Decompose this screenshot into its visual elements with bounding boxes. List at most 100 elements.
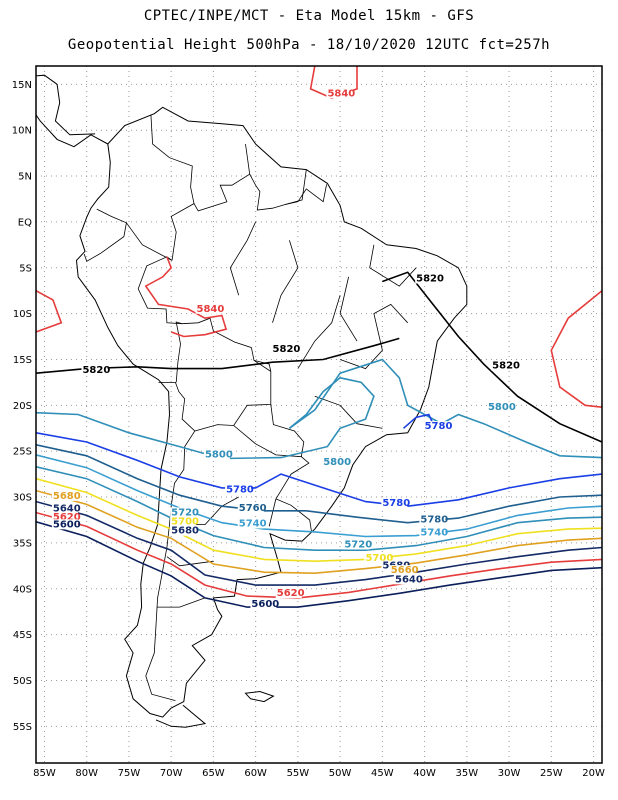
lon-tick-label: 60W [244,768,267,779]
chart-title-line-1: CPTEC/INPE/MCT - Eta Model 15km - GFS [143,8,475,24]
contour-label-bg [250,599,277,610]
lon-tick-label: 80W [75,768,98,779]
contour-label-bg [170,516,197,527]
political-border [268,498,277,527]
lat-tick-label: 50S [13,676,32,687]
contour-label-5780: 5780 [382,498,410,509]
contour-label-bg [381,498,408,509]
latitude-labels: 15N 10N 5N EQ 5S 10S 15S 20S 25S 30S 35S 40S 45S 50S 5… [12,80,32,733]
contour-label-bg [81,365,108,376]
lon-tick-label: 50W [329,768,352,779]
contour-5780 [36,432,602,508]
contour-label-bg [203,449,230,460]
contour-label-bg [419,527,446,538]
contour-label-bg [237,518,264,529]
contour-label-bg [237,502,264,513]
contour-5780 [402,413,434,429]
contour-label-5820: 5820 [273,344,301,355]
lon-tick-label: 35W [456,768,479,779]
central-america-coastline [36,114,109,148]
contour-5760 [36,444,602,524]
lat-tick-label: 35S [13,538,32,549]
contour-label-bg [364,553,391,564]
political-border [83,222,127,262]
contour-label-bg [225,484,252,495]
contour-label-5700: 5700 [365,553,393,564]
contour-label-5620: 5620 [53,512,81,523]
political-border [145,382,196,701]
lon-tick-label: 75W [118,768,141,779]
lat-tick-label: 15N [12,80,32,91]
contour-5800 [288,358,425,429]
contour-label-bg [326,88,353,99]
contour-label-bg [195,303,222,314]
lon-tick-label: 55W [287,768,310,779]
political-border [150,114,195,204]
contour-label-5680: 5680 [171,526,199,537]
contour-label-bg [389,565,416,576]
contour-5700 [36,477,602,563]
falkland-islands [244,690,275,703]
political-border [166,556,214,567]
contour-label-5800: 5800 [488,402,516,413]
lon-tick-label: 20W [582,768,605,779]
contour-5840 [550,290,602,408]
political-border [339,276,358,342]
coastline-and-borders [36,74,468,728]
contour-5720 [36,466,602,551]
political-border [175,317,272,432]
contour-5640 [36,500,602,586]
lat-tick-label: 10S [13,309,32,320]
contour-label-bg [51,511,78,522]
political-border [253,360,272,372]
contour-label-5780: 5780 [226,484,254,495]
lat-tick-label: 40S [13,584,32,595]
political-border [233,404,305,458]
political-border [297,295,341,369]
contour-label-bg [491,360,518,371]
political-border [272,240,299,323]
longitude-labels: 85W 80W 75W 70W 65W 60W 55W 50W 45W 40W 35W 30W 25W 2… [33,768,605,779]
contour-5680 [36,489,602,575]
contour-label-5780: 5780 [420,515,448,526]
contour-label-bg [51,503,78,514]
contour-label-5780: 5780 [425,421,453,432]
contour-label-bg [51,519,78,530]
contour-label-5700: 5700 [171,517,199,528]
contour-5600 [36,521,602,608]
lat-tick-label: EQ [18,217,32,228]
contour-label-bg [486,401,513,412]
map-frame [35,65,603,764]
lat-tick-label: 20S [13,401,32,412]
contour-label-5840: 5840 [327,88,355,99]
chart-title-line-2: Geopotential Height 500hPa - 18/10/2020 … [67,37,551,53]
lon-tick-label: 40W [413,768,436,779]
contour-label-5720: 5720 [344,539,372,550]
contour-label-5660: 5660 [391,565,419,576]
lat-tick-label: 10N [12,126,32,137]
contour-label-5740: 5740 [239,518,267,529]
contour-label-5820: 5820 [416,274,444,285]
lon-tick-label: 70W [160,768,183,779]
contour-label-5640: 5640 [53,504,81,515]
contour-label-5800: 5800 [205,450,233,461]
caribbean-coastline [36,74,96,136]
contour-5840 [36,289,63,333]
lat-tick-label: 5N [18,172,32,183]
political-border [275,498,312,532]
contour-label-5820: 5820 [82,365,110,376]
contour-label-5760: 5760 [239,503,267,514]
contour-label-bg [322,456,349,467]
tierra-del-fuego [155,704,207,728]
contour-5820 [382,271,602,443]
lon-tick-label: 25W [540,768,563,779]
contour-label-bg [415,273,442,284]
contour-label-5600: 5600 [251,599,279,610]
lon-tick-label: 65W [202,768,225,779]
lon-tick-label: 30W [498,768,521,779]
contour-label-bg [275,588,302,599]
political-border [275,456,310,500]
political-border [137,256,183,325]
contour-label-bg [51,490,78,501]
lon-tick-label: 45W [371,768,394,779]
